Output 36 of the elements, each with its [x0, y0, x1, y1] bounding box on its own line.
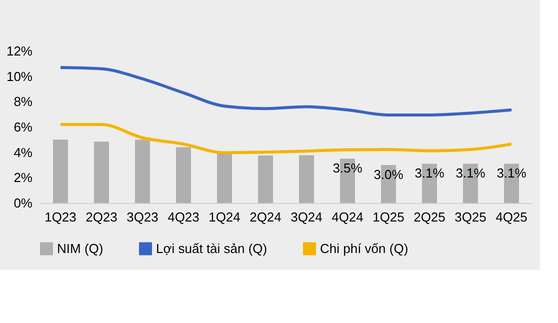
y-tick-label: 6% — [14, 120, 33, 134]
legend-label: Lợi suất tài sản (Q) — [156, 240, 268, 256]
x-tick-label: 2Q24 — [250, 210, 282, 224]
bar — [94, 142, 109, 203]
line-series — [59, 122, 513, 154]
data-label: 3.1% — [414, 166, 445, 181]
data-label: 3.5% — [332, 160, 363, 176]
x-tick-label: 2Q25 — [414, 210, 446, 224]
legend-label: Chi phí vốn (Q) — [320, 240, 408, 256]
x-tick-label: 1Q23 — [44, 210, 76, 224]
x-tick-label: 1Q25 — [372, 210, 404, 224]
x-tick-label: 1Q24 — [208, 210, 240, 224]
y-tick-label: 0% — [14, 196, 33, 210]
y-tick-label: 4% — [14, 144, 33, 160]
x-tick-label: 4Q25 — [496, 210, 528, 224]
y-tick-label: 8% — [14, 94, 33, 110]
legend-label: NIM (Q) — [57, 240, 104, 256]
x-tick-label: 4Q24 — [332, 210, 364, 224]
data-label: 3.0% — [374, 167, 404, 182]
x-tick-label: 3Q23 — [126, 210, 158, 224]
x-tick-label: 3Q25 — [454, 210, 486, 224]
x-tick-label: 2Q23 — [86, 210, 118, 224]
bar — [53, 140, 68, 203]
y-tick-label: 2% — [14, 170, 33, 186]
bar — [135, 140, 150, 203]
x-tick-label: 3Q24 — [290, 210, 322, 224]
line-series — [59, 66, 513, 116]
x-tick-label: 4Q23 — [168, 210, 200, 224]
bar — [299, 155, 314, 203]
data-label: 3.1% — [496, 166, 527, 181]
bar — [176, 147, 191, 203]
bar — [217, 152, 232, 203]
data-label: 3.1% — [456, 166, 486, 181]
y-tick-label: 12% — [6, 44, 33, 58]
bar — [258, 156, 273, 203]
y-tick-label: 10% — [6, 68, 33, 84]
